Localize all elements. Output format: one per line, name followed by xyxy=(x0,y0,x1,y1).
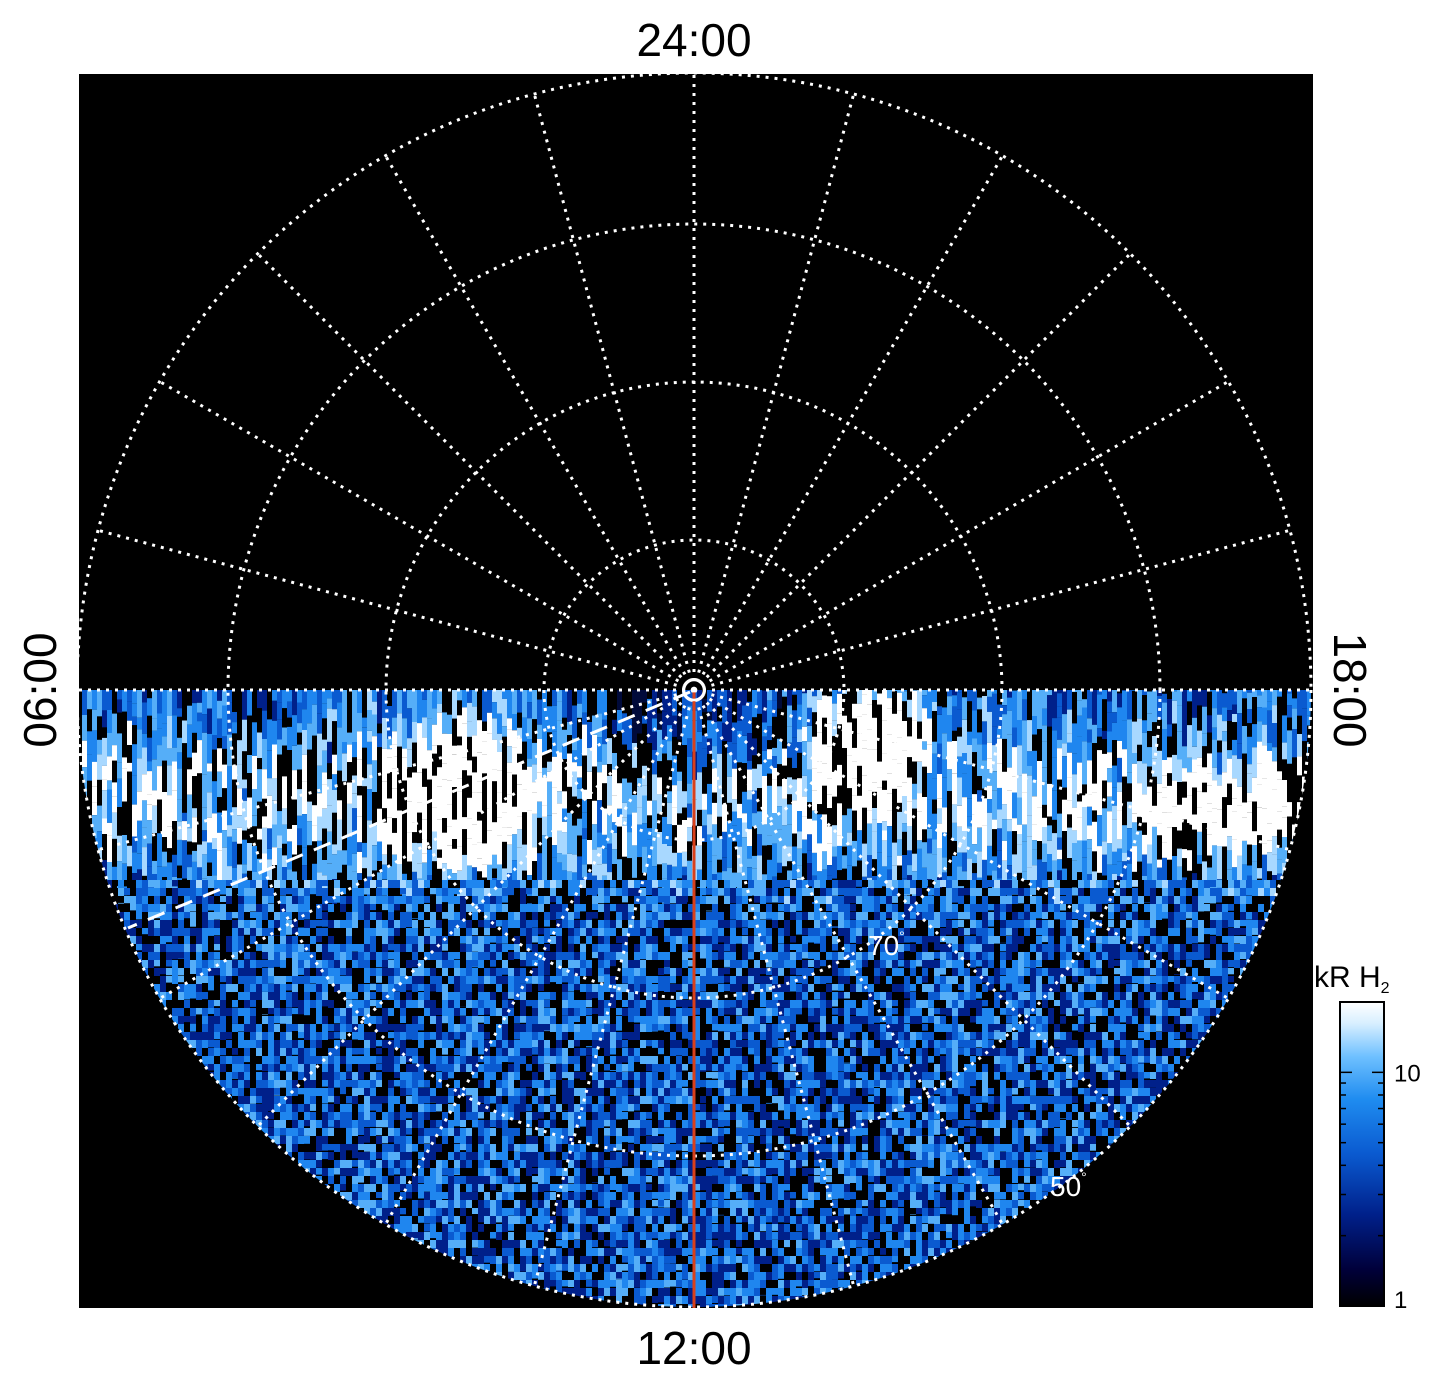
meridian-line xyxy=(256,252,696,692)
meridian-line xyxy=(693,688,1291,852)
colorbar: kR H2 10 1 xyxy=(1314,961,1421,1314)
dashed-reference-line xyxy=(127,690,691,930)
local-time-label-right: 18:00 xyxy=(1324,632,1376,747)
latitude-circle-50 xyxy=(79,74,1313,1308)
local-time-label-top: 24:00 xyxy=(636,14,751,66)
colorbar-tick-label-1: 1 xyxy=(1394,1287,1407,1314)
meridian-line xyxy=(158,688,695,1000)
meridian-line xyxy=(158,380,695,692)
local-time-label-left: 06:00 xyxy=(14,632,66,747)
meridian-line xyxy=(384,689,696,1226)
colorbar-tick-label-10: 10 xyxy=(1394,1060,1421,1087)
meridian-line xyxy=(97,528,695,692)
pole-marker xyxy=(682,678,706,702)
meridian-line xyxy=(693,380,1230,692)
colorbar-title: kR H2 xyxy=(1314,961,1390,997)
meridian-line xyxy=(693,528,1291,692)
latitude-label-70: 70° xyxy=(868,928,905,961)
meridian-line xyxy=(692,688,1132,1128)
meridian-line xyxy=(692,93,856,691)
meridian-line xyxy=(693,688,1230,1000)
local-time-label-bottom: 12:00 xyxy=(636,1322,751,1374)
latitude-label-50: 50° xyxy=(1050,1169,1087,1202)
meridian-line xyxy=(384,154,696,691)
meridian-line xyxy=(692,689,856,1287)
meridian-line xyxy=(256,688,696,1128)
meridian-line xyxy=(692,689,1004,1226)
meridian-line xyxy=(692,252,1132,692)
meridian-line xyxy=(692,154,1004,691)
meridian-line xyxy=(532,689,696,1287)
meridian-line xyxy=(532,93,696,691)
colorbar-gradient xyxy=(1339,1001,1385,1307)
meridian-line xyxy=(97,688,695,852)
